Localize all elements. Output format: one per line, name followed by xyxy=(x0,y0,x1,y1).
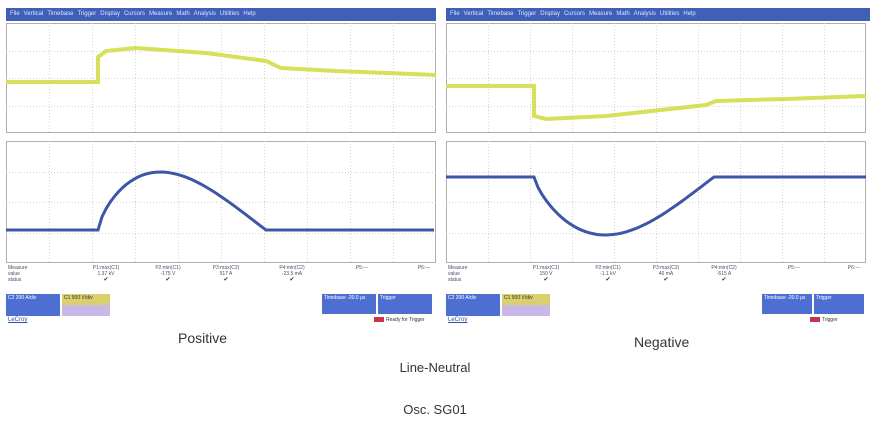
menu-item-vertical[interactable]: Vertical xyxy=(23,11,44,17)
channel-descriptor-math[interactable] xyxy=(502,305,550,316)
measure-label: Measure xyxy=(8,265,28,271)
trigger-status: Ready for Trigger xyxy=(374,317,425,323)
menu-item-math[interactable]: Math xyxy=(176,11,190,17)
current-trace xyxy=(6,170,434,232)
current-trace xyxy=(446,175,866,237)
menu-item-vertical[interactable]: Vertical xyxy=(463,11,484,17)
check-icon: ✔ xyxy=(289,277,295,283)
param-p1[interactable]: P1:max(C1) 1.37 kV ✔ xyxy=(84,265,128,283)
menu-item-timebase[interactable]: Timebase xyxy=(487,11,514,17)
param-p3[interactable]: P3:max(C2) 46 mA ✔ xyxy=(644,265,688,283)
trigger-state-icon xyxy=(810,317,820,323)
measure-label: Measure xyxy=(448,265,468,271)
trigger-status: Trigger xyxy=(810,317,838,323)
channel-descriptor-c1[interactable]: C1 500 V/div xyxy=(62,294,110,305)
menu-item-file[interactable]: File xyxy=(450,11,460,17)
param-p2[interactable]: P2:min(C1) -1.1 kV ✔ xyxy=(586,265,630,283)
menu-item-measure[interactable]: Measure xyxy=(588,11,613,17)
status-label: status xyxy=(8,277,22,283)
param-p5[interactable]: P5:--- xyxy=(787,265,801,271)
line-neutral-label: Line-Neutral xyxy=(399,360,471,375)
voltage-trace xyxy=(6,45,436,84)
oscilloscope-positive: File Vertical Timebase Trigger Display Cursor… xyxy=(6,8,436,326)
scope-menubar[interactable]: File Vertical Timebase Trigger Display Cursor… xyxy=(446,8,870,21)
param-p4[interactable]: P4:min(C2) -515 A ✔ xyxy=(702,265,746,283)
value-label: value xyxy=(448,271,460,277)
channel-descriptor-c2[interactable]: C2 200 A/div xyxy=(6,294,60,316)
param-p6[interactable]: P6:--- xyxy=(847,265,861,271)
menu-item-cursors[interactable]: Cursors xyxy=(123,11,145,17)
value-label: value xyxy=(8,271,20,277)
scope-menubar[interactable]: File Vertical Timebase Trigger Display Cursor… xyxy=(6,8,436,21)
timebase-panel[interactable]: Timebase -20.0 µs xyxy=(322,294,376,314)
param-p2[interactable]: P2:min(C1) -175 V ✔ xyxy=(146,265,190,283)
osc-label: Osc. SG01 xyxy=(403,402,467,417)
status-label: status xyxy=(448,277,462,283)
measure-header: Measure value status xyxy=(448,265,467,283)
channel-descriptor-c2[interactable]: C2 200 A/div xyxy=(446,294,500,316)
menu-item-utilities[interactable]: Utilities xyxy=(220,11,240,17)
measurement-table: Measure value status P1:max(C1) 1.37 kV ✔ … xyxy=(6,265,436,293)
grid xyxy=(446,23,866,263)
menu-item-analysis[interactable]: Analysis xyxy=(633,11,657,17)
check-icon: ✔ xyxy=(721,277,727,283)
menu-item-help[interactable]: Help xyxy=(683,11,696,17)
channel-descriptor-c1[interactable]: C1 500 V/div xyxy=(502,294,550,305)
caption-positive: Positive xyxy=(178,330,228,346)
param-p5[interactable]: P5:--- xyxy=(355,265,369,271)
trigger-state-icon xyxy=(374,317,384,323)
menu-item-utilities[interactable]: Utilities xyxy=(660,11,680,17)
menu-item-trigger[interactable]: Trigger xyxy=(77,11,97,17)
check-icon: ✔ xyxy=(165,277,171,283)
measurement-table: Measure value status P1:max(C1) 150 V ✔ P2… xyxy=(446,265,870,293)
oscilloscope-negative: File Vertical Timebase Trigger Display Cursor… xyxy=(446,8,870,326)
lecroy-logo: LeCroy xyxy=(8,317,28,323)
menu-item-math[interactable]: Math xyxy=(616,11,630,17)
scope-grid-right xyxy=(446,23,866,263)
channel-descriptor-math[interactable] xyxy=(62,305,110,316)
menu-item-display[interactable]: Display xyxy=(540,11,560,17)
check-icon: ✔ xyxy=(223,277,229,283)
trigger-panel[interactable]: Trigger xyxy=(814,294,864,314)
grid xyxy=(6,23,436,263)
voltage-trace xyxy=(446,84,866,122)
check-icon: ✔ xyxy=(605,277,611,283)
menu-item-display[interactable]: Display xyxy=(100,11,120,17)
menu-item-analysis[interactable]: Analysis xyxy=(193,11,217,17)
param-p3[interactable]: P3:max(C2) 517 A ✔ xyxy=(204,265,248,283)
check-icon: ✔ xyxy=(103,277,109,283)
menu-item-cursors[interactable]: Cursors xyxy=(563,11,585,17)
menu-item-help[interactable]: Help xyxy=(243,11,256,17)
trigger-panel[interactable]: Trigger xyxy=(378,294,432,314)
menu-item-file[interactable]: File xyxy=(10,11,20,17)
menu-item-trigger[interactable]: Trigger xyxy=(517,11,537,17)
param-p4[interactable]: P4:min(C2) -23.5 mA ✔ xyxy=(270,265,314,283)
param-p1[interactable]: P1:max(C1) 150 V ✔ xyxy=(524,265,568,283)
menu-item-measure[interactable]: Measure xyxy=(148,11,173,17)
menu-item-timebase[interactable]: Timebase xyxy=(47,11,74,17)
check-icon: ✔ xyxy=(543,277,549,283)
caption-negative: Negative xyxy=(634,334,690,350)
check-icon: ✔ xyxy=(663,277,669,283)
lecroy-logo: LeCroy xyxy=(448,317,468,323)
param-p6[interactable]: P6:--- xyxy=(417,265,431,271)
timebase-panel[interactable]: Timebase -20.0 µs xyxy=(762,294,812,314)
scope-grid-left xyxy=(6,23,436,263)
measure-header: Measure value status xyxy=(8,265,27,283)
